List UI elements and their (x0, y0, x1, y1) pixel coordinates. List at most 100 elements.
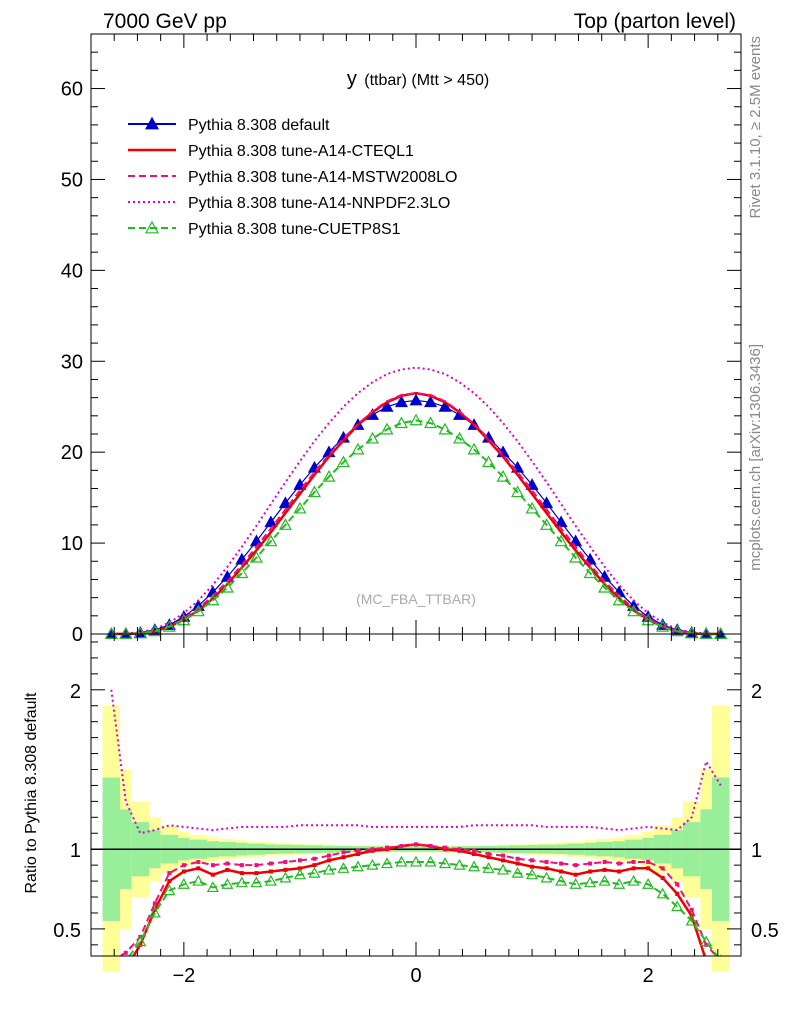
series-4-point-35 (612, 593, 626, 606)
ratio-point-1-10 (254, 871, 259, 876)
ratio-point-2-1 (123, 950, 128, 955)
series-4-point-28 (511, 485, 525, 498)
series-0-point-12 (278, 496, 292, 509)
series-4-point-21 (409, 413, 423, 426)
series-4-point-9 (235, 566, 249, 579)
series-0-point-31 (554, 515, 568, 528)
main-ytick-label-3: 30 (61, 351, 83, 373)
legend-marker-4 (144, 220, 160, 234)
ratio-point-2-25 (472, 848, 477, 853)
ratio-ytick-label-left-0: 0.5 (53, 920, 81, 942)
ratio-point-1-11 (268, 869, 273, 874)
series-4-point-14 (307, 485, 321, 498)
ratio-point-2-28 (515, 856, 520, 861)
ratio-point-2-34 (602, 859, 607, 864)
ratio-point-1-3 (152, 907, 157, 912)
series-4-point-19 (380, 422, 394, 435)
ratio-point-4-22 (424, 855, 437, 867)
xtick-label-2: 2 (643, 965, 654, 987)
uncertainty-bands (102, 705, 730, 972)
ratio-point-2-32 (573, 863, 578, 868)
ratio-point-4-29 (526, 868, 539, 880)
main-ytick-label-2: 20 (61, 442, 83, 464)
ratio-point-4-19 (380, 857, 394, 869)
ratio-point-2-27 (501, 853, 506, 858)
ratio-point-2-8 (225, 861, 230, 866)
ratio-point-1-32 (573, 872, 578, 877)
series-4-point-22 (423, 416, 438, 429)
series-4-point-26 (482, 455, 496, 468)
ratio-point-4-12 (279, 871, 292, 883)
ratio-ytick-label-left-1: 1 (70, 840, 81, 862)
series-4-point-15 (322, 469, 336, 482)
ratio-point-4-18 (366, 858, 379, 870)
header-left: 7000 GeV pp (103, 10, 227, 33)
ratio-point-2-30 (544, 859, 549, 864)
ratio-point-4-16 (337, 862, 350, 873)
ratio-point-2-23 (443, 845, 448, 850)
legend-label-1: Pythia 8.308 tune-A14-CTEQL1 (188, 143, 414, 160)
ratio-point-2-6 (196, 859, 201, 864)
series-4-point-41 (699, 627, 713, 639)
ratio-point-4-33 (584, 876, 597, 888)
series-4-point-29 (525, 501, 539, 514)
ratio-point-2-3 (152, 901, 157, 906)
ratio-ytick-label-right-1: 1 (751, 840, 762, 862)
ratio-point-2-35 (617, 861, 622, 866)
ratio-point-4-11 (264, 874, 277, 886)
ratio-point-2-10 (254, 863, 259, 868)
series-0-point-30 (540, 496, 554, 509)
ratio-point-1-25 (472, 851, 477, 856)
ratio-point-4-4 (163, 884, 176, 896)
ratio-point-1-38 (660, 875, 665, 880)
series-4-point-18 (365, 431, 379, 444)
xtick-label-1: 0 (410, 965, 421, 987)
series-0-point-19 (380, 399, 394, 412)
ratio-point-4-21 (409, 855, 423, 867)
ratio-point-4-40 (685, 914, 698, 926)
ratio-point-4-2 (134, 935, 147, 947)
ratio-point-2-40 (689, 907, 694, 912)
ratio-point-1-34 (602, 867, 607, 872)
ratio-axes: 0.5 0.5 1 1 2 2 −2 0 2 (53, 634, 779, 987)
ratio-series-2 (117, 842, 718, 956)
main-title-sub: (ttbar) (Mtt > 450) (364, 72, 489, 89)
ratio-point-1-29 (530, 864, 535, 869)
ratio-point-4-14 (308, 866, 321, 878)
main-axes: 0 10 20 30 40 50 60 (61, 33, 741, 646)
ratio-panel-frame (90, 633, 742, 957)
ratio-point-1-13 (297, 866, 302, 871)
ratio-point-4-5 (177, 878, 190, 889)
series-4-point-32 (569, 550, 583, 563)
series-4-point-25 (467, 442, 481, 455)
ratio-point-1-30 (544, 866, 549, 871)
ratio-point-4-25 (468, 860, 481, 872)
series-4-point-39 (670, 624, 684, 637)
series-0-point-21 (409, 393, 423, 406)
ratio-series-3 (110, 689, 722, 835)
ratio-point-1-6 (196, 866, 201, 871)
ratio-point-2-14 (312, 856, 317, 861)
series-4-point-34 (598, 580, 612, 593)
ratio-ytick-label-right-0: 0.5 (751, 920, 779, 942)
ratio-point-4-31 (555, 874, 568, 886)
ratio-point-4-36 (627, 874, 640, 886)
header-right: Top (parton level) (574, 10, 736, 33)
series-4-point-38 (656, 619, 670, 632)
ratio-point-2-9 (239, 863, 244, 868)
xtick-label-0: −2 (172, 965, 195, 987)
ratio-point-1-7 (210, 872, 215, 877)
ratio-point-2-39 (675, 882, 680, 887)
ratio-point-1-12 (283, 867, 288, 872)
series-4-point-13 (293, 501, 307, 514)
main-title-y: y (347, 68, 357, 90)
series-4-point-10 (249, 550, 263, 563)
ratio-point-1-41 (704, 959, 708, 963)
series-4-point-7 (206, 593, 220, 606)
ratio-point-2-36 (631, 859, 636, 864)
ratio-point-4-39 (671, 900, 684, 912)
series-4-point-4 (162, 619, 176, 632)
ratio-point-2-18 (370, 847, 375, 852)
ratio-point-4-9 (235, 876, 248, 888)
ratio-point-2-5 (181, 863, 186, 868)
